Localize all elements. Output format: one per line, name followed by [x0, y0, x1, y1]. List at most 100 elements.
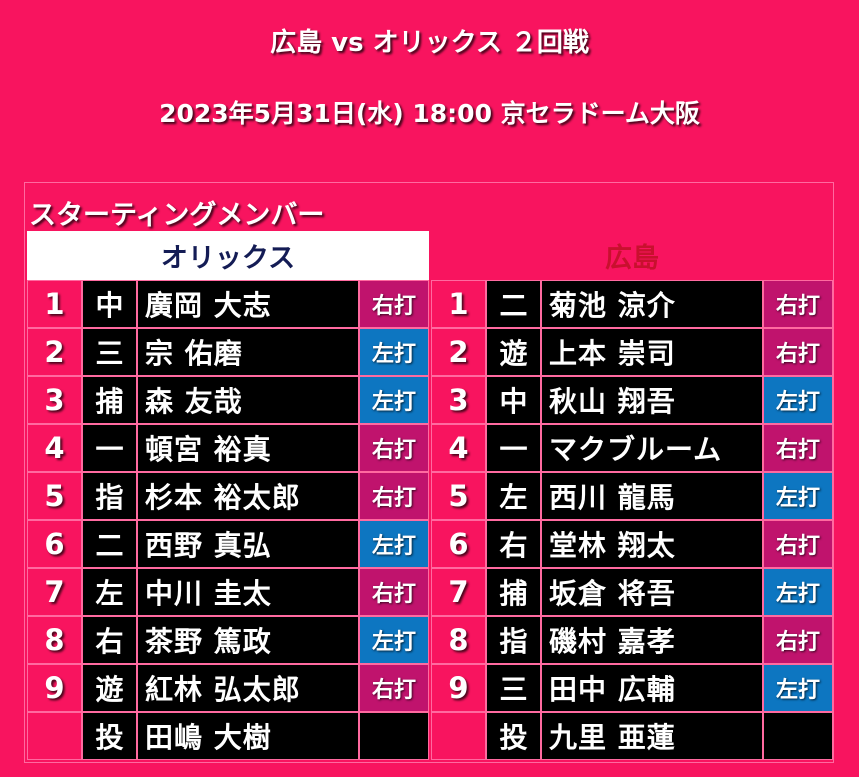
- player-name: 西川 龍馬: [541, 472, 763, 520]
- game-date-venue: 2023年5月31日(水) 18:00 京セラドーム大阪: [159, 99, 700, 128]
- batting-order: 2: [27, 328, 82, 376]
- team-header-orix: オリックス: [27, 231, 429, 280]
- position: 遊: [82, 664, 137, 712]
- batting-side-badge: 右打: [763, 424, 833, 472]
- player-name: 宗 佑磨: [137, 328, 359, 376]
- batting-side-badge: 左打: [359, 616, 429, 664]
- batting-side-badge: 右打: [359, 568, 429, 616]
- player-name: マクブルーム: [541, 424, 763, 472]
- position: 三: [82, 328, 137, 376]
- player-name: 森 友哉: [137, 376, 359, 424]
- lineup-row: 投九里 亜蓮: [431, 712, 833, 760]
- position: 左: [486, 472, 541, 520]
- player-name: 頓宮 裕真: [137, 424, 359, 472]
- batting-order: 9: [431, 664, 486, 712]
- position: 投: [486, 712, 541, 760]
- batting-side-badge: 右打: [763, 280, 833, 328]
- position: 捕: [486, 568, 541, 616]
- player-name: 中川 圭太: [137, 568, 359, 616]
- batting-order: [431, 712, 486, 760]
- batting-side-badge: 左打: [763, 568, 833, 616]
- lineup-row: 5 左西川 龍馬 左打: [431, 472, 833, 520]
- batting-order: 1: [27, 280, 82, 328]
- batting-side-badge: 左打: [763, 472, 833, 520]
- position: 中: [82, 280, 137, 328]
- player-name: 田嶋 大樹: [137, 712, 359, 760]
- position: 二: [486, 280, 541, 328]
- lineup-row: 4 一マクブルーム 右打: [431, 424, 833, 472]
- lineup-row: 6 右堂林 翔太 右打: [431, 520, 833, 568]
- player-name: 廣岡 大志: [137, 280, 359, 328]
- batting-side-badge: [359, 712, 429, 760]
- batting-side-badge: [763, 712, 833, 760]
- batting-side-badge: 左打: [359, 328, 429, 376]
- batting-order: 3: [431, 376, 486, 424]
- batting-side-badge: 左打: [359, 376, 429, 424]
- player-name: 杉本 裕太郎: [137, 472, 359, 520]
- batting-order: 8: [27, 616, 82, 664]
- position: 三: [486, 664, 541, 712]
- player-name: 菊池 涼介: [541, 280, 763, 328]
- lineup-row: 2 遊上本 崇司 右打: [431, 328, 833, 376]
- batting-order: 7: [27, 568, 82, 616]
- lineup-row: 8 指磯村 嘉孝 右打: [431, 616, 833, 664]
- player-name: 坂倉 将吾: [541, 568, 763, 616]
- player-name: 九里 亜蓮: [541, 712, 763, 760]
- batting-order: 1: [431, 280, 486, 328]
- lineup-row: 4 一頓宮 裕真 右打: [27, 424, 429, 472]
- lineup-label: スターティングメンバー: [29, 200, 325, 231]
- lineup-row: 投田嶋 大樹: [27, 712, 429, 760]
- batting-side-badge: 右打: [359, 472, 429, 520]
- team-header-hiroshima: 広島: [605, 243, 659, 274]
- game-title: 広島 vs オリックス ２回戦: [270, 28, 589, 58]
- batting-side-badge: 左打: [359, 520, 429, 568]
- lineup-row: 1 中廣岡 大志 右打: [27, 280, 429, 328]
- batting-side-badge: 右打: [763, 520, 833, 568]
- lineup-row: 5 指杉本 裕太郎 右打: [27, 472, 429, 520]
- batting-order: 6: [27, 520, 82, 568]
- batting-order: 4: [27, 424, 82, 472]
- player-name: 田中 広輔: [541, 664, 763, 712]
- position: 右: [486, 520, 541, 568]
- batting-order: 5: [431, 472, 486, 520]
- player-name: 茶野 篤政: [137, 616, 359, 664]
- lineup-row: 9 遊紅林 弘太郎 右打: [27, 664, 429, 712]
- batting-order: 5: [27, 472, 82, 520]
- position: 一: [486, 424, 541, 472]
- position: 指: [82, 472, 137, 520]
- position: 投: [82, 712, 137, 760]
- player-name: 紅林 弘太郎: [137, 664, 359, 712]
- position: 一: [82, 424, 137, 472]
- position: 二: [82, 520, 137, 568]
- position: 右: [82, 616, 137, 664]
- lineup-table: スターティングメンバー オリックス 広島 1 中廣岡 大志 右打 2 三宗 佑磨 左打 3 捕…: [24, 182, 834, 763]
- batting-side-badge: 右打: [763, 328, 833, 376]
- batting-order: 9: [27, 664, 82, 712]
- position: 左: [82, 568, 137, 616]
- batting-side-badge: 右打: [359, 280, 429, 328]
- batting-side-badge: 左打: [763, 376, 833, 424]
- batting-side-badge: 右打: [359, 664, 429, 712]
- batting-side-badge: 右打: [763, 616, 833, 664]
- batting-order: 3: [27, 376, 82, 424]
- position: 遊: [486, 328, 541, 376]
- lineup-row: 8 右茶野 篤政 左打: [27, 616, 429, 664]
- position: 中: [486, 376, 541, 424]
- position: 捕: [82, 376, 137, 424]
- position: 指: [486, 616, 541, 664]
- lineup-row: 3 中秋山 翔吾 左打: [431, 376, 833, 424]
- player-name: 堂林 翔太: [541, 520, 763, 568]
- player-name: 上本 崇司: [541, 328, 763, 376]
- player-name: 秋山 翔吾: [541, 376, 763, 424]
- lineup-row: 7 左中川 圭太 右打: [27, 568, 429, 616]
- batting-order: 2: [431, 328, 486, 376]
- lineup-row: 6 二西野 真弘 左打: [27, 520, 429, 568]
- batting-order: [27, 712, 82, 760]
- batting-side-badge: 左打: [763, 664, 833, 712]
- lineup-row: 1 二菊池 涼介 右打: [431, 280, 833, 328]
- lineup-row: 9 三田中 広輔 左打: [431, 664, 833, 712]
- lineup-row: 7 捕坂倉 将吾 左打: [431, 568, 833, 616]
- batting-order: 8: [431, 616, 486, 664]
